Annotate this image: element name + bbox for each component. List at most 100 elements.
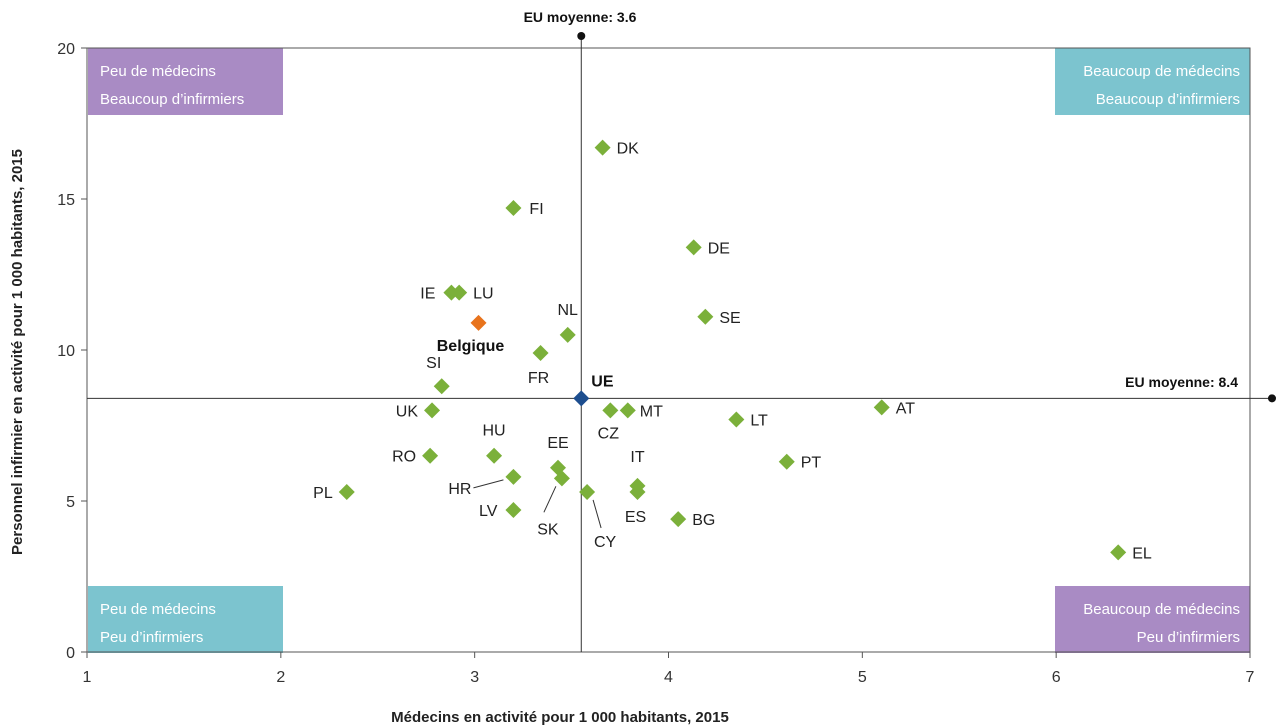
point-marker-belgique [470,314,487,331]
point-hr: HR [448,468,522,498]
point-marker-ro [422,447,439,464]
point-marker-pl [338,483,355,500]
horizontal-ref-label: EU moyenne: 8.4 [1125,374,1238,390]
point-label-hu: HU [482,423,505,440]
quadrant-top-left: Peu de médecins Beaucoup d’infirmiers [88,48,283,115]
quadrant-line-1: Peu de médecins [100,601,216,618]
point-marker-se [697,308,714,325]
point-label-sk: SK [537,521,559,538]
point-pl: PL [313,483,355,502]
quadrant-line-1: Beaucoup de médecins [1083,601,1240,618]
x-tick-label: 1 [83,669,92,686]
y-tick-label: 5 [66,494,75,511]
point-label-nl: NL [557,302,578,319]
point-es: ES [625,483,646,526]
point-marker-si [433,378,450,395]
point-cy: CY [579,483,617,551]
point-label-at: AT [896,400,915,417]
point-marker-uk [424,402,441,419]
point-ue: UE [573,373,614,407]
point-uk: UK [396,402,441,420]
x-tick-label: 2 [276,669,285,686]
point-label-lt: LT [750,412,768,429]
leader-line-hr [473,479,504,489]
point-marker-bg [670,511,687,528]
point-label-uk: UK [396,403,419,420]
point-marker-pt [778,453,795,470]
point-label-lv: LV [479,503,498,520]
point-label-lu: LU [473,286,493,303]
point-label-ro: RO [392,449,416,466]
quadrant-line-2: Peu d’infirmiers [100,629,203,646]
point-de: DE [685,239,730,257]
horizontal-line-end-dot [1268,394,1276,403]
point-hu: HU [482,423,506,464]
y-axis-title: Personnel infirmier en activité pour 1 0… [9,149,26,555]
point-label-hr: HR [448,481,471,498]
point-label-pt: PT [801,455,822,472]
point-marker-hr [505,468,522,485]
point-pt: PT [778,453,822,472]
point-cz: CZ [598,402,620,442]
quadrant-line-2: Beaucoup d’infirmiers [1096,91,1240,108]
point-marker-fr [532,345,549,362]
point-sk: SK [537,470,570,538]
x-tick-label: 4 [664,669,673,686]
point-el: EL [1110,544,1152,562]
point-marker-ue [573,390,590,407]
point-mt: MT [619,402,663,420]
plot-border [86,47,1251,653]
point-label-belgique: Belgique [437,338,505,355]
point-label-cz: CZ [598,425,620,442]
vertical-line-end-dot [577,32,586,40]
quadrant-box [88,586,283,653]
point-marker-cy [579,483,596,500]
point-dk: DK [594,139,640,158]
y-tick-label: 10 [57,343,75,360]
quadrant-box [1055,586,1250,653]
point-label-it: IT [630,449,644,466]
x-tick-label: 5 [858,669,867,686]
y-tick-label: 15 [57,192,75,209]
point-fr: FR [528,345,549,387]
leader-line-cy [592,499,602,529]
reference-lines [87,32,1276,652]
point-label-ee: EE [547,435,568,452]
point-label-mt: MT [640,403,663,420]
point-lt: LT [728,411,768,429]
y-tick-label: 20 [57,41,75,58]
point-marker-nl [559,326,576,343]
quadrant-line-1: Peu de médecins [100,63,216,80]
point-label-se: SE [719,310,740,327]
point-lu: LU [451,284,494,303]
point-marker-cz [602,402,619,419]
quadrant-top-right: Beaucoup de médecins Beaucoup d’infirmier… [1055,48,1250,115]
point-marker-lu [451,284,468,301]
y-tick-label: 0 [66,645,75,662]
vertical-ref-label: EU moyenne: 3.6 [524,9,637,25]
quadrant-line-2: Beaucoup d’infirmiers [100,91,244,108]
point-label-fr: FR [528,370,549,387]
point-label-bg: BG [692,512,715,529]
point-belgique: Belgique [437,314,505,355]
quadrant-line-2: Peu d’infirmiers [1137,629,1240,646]
point-label-de: DE [708,240,730,257]
quadrant-bottom-right: Beaucoup de médecins Peu d’infirmiers [1055,586,1250,653]
quadrant-box [88,48,283,115]
point-marker-es [629,483,646,500]
point-marker-at [873,399,890,416]
point-nl: NL [557,302,578,343]
data-points: DK FI DE IE LU SE NL Belgique FR SI UE UK CZ MT AT LT HU… [313,139,1152,562]
point-label-pl: PL [313,485,333,502]
point-label-ie: IE [420,286,435,303]
point-label-fi: FI [529,201,543,218]
point-marker-hu [486,447,503,464]
x-tick-label: 3 [470,669,479,686]
point-at: AT [873,399,915,417]
axis-ticks: 1 2 3 4 5 6 7 0 5 10 15 20 [57,41,1254,686]
quadrant-box [1055,48,1250,115]
point-label-dk: DK [617,141,640,158]
point-marker-de [685,239,702,256]
